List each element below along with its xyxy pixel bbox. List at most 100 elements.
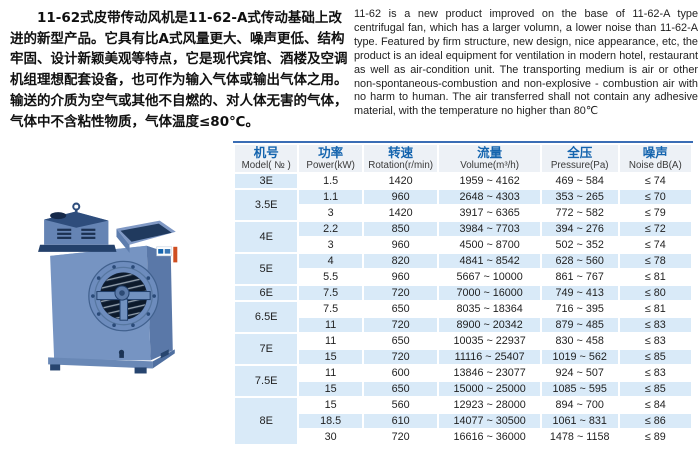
spec-cell: 4	[299, 254, 362, 268]
column-header-en: Power(kW)	[306, 159, 355, 171]
spec-cell: 830 ~ 458	[541, 334, 618, 348]
column-header-4: 全压 Pressure(Pa)	[541, 144, 618, 172]
spec-cell: 1478 ~ 1158	[541, 430, 618, 444]
spec-cell: 15000 ~ 25000	[439, 382, 540, 396]
spec-cell: ≤ 74	[619, 174, 691, 188]
spec-cell: 5.5	[299, 270, 362, 284]
spec-cell: 1420	[363, 206, 438, 220]
spec-cell: 4500 ~ 8700	[439, 238, 540, 252]
table-row: 3 960 4500 ~ 8700 502 ~ 352 ≤ 74	[235, 238, 691, 252]
spec-cell: 894 ~ 700	[541, 398, 618, 412]
table-row: 6.5E 7.5 650 8035 ~ 18364 716 ~ 395 ≤ 81	[235, 302, 691, 332]
inlet-bolts	[91, 265, 156, 328]
spec-cell: 10035 ~ 22937	[439, 334, 540, 348]
table-row: 7.5E 11 600 13846 ~ 23077 924 ~ 507 ≤ 83	[235, 366, 691, 396]
spec-cell: 3984 ~ 7703	[439, 222, 540, 236]
spec-cell: 16616 ~ 36000	[439, 430, 540, 444]
spec-table-body: 3E 1.5 1420 1959 ~ 4162 469 ~ 584 ≤ 74 3.5E 1.1…	[235, 174, 691, 444]
spec-cell: 502 ~ 352	[541, 238, 618, 252]
fan-outlet	[116, 220, 176, 253]
table-row: 18.5 610 14077 ~ 30500 1061 ~ 831 ≤ 86	[235, 414, 691, 428]
spec-cell: 2648 ~ 4303	[439, 190, 540, 204]
spec-cell: 3	[299, 238, 362, 252]
intro-paragraph-chinese: 11-62式皮带传动风机是11-62-A式传动基础上改 进的新型产品。它具有比A…	[10, 10, 348, 130]
spec-cell: 716 ~ 395	[541, 302, 618, 316]
model-cell: 5E	[235, 254, 298, 284]
spec-cell: 394 ~ 276	[541, 222, 618, 236]
spec-cell: ≤ 83	[619, 366, 691, 380]
spec-section: 机号 Model( № ) 功率 Power(kW) 转速 Rotation(r/min)…	[233, 141, 693, 446]
spec-cell: 7000 ~ 16000	[439, 286, 540, 300]
spec-cell: 15	[299, 382, 362, 396]
spec-cell: 650	[363, 302, 438, 316]
table-row: 15 720 11116 ~ 25407 1019 ~ 562 ≤ 85	[235, 350, 691, 364]
spec-cell: 7.5	[299, 286, 362, 300]
table-row: 6E 7.5 720 7000 ~ 16000 749 ~ 413 ≤ 80	[235, 286, 691, 300]
column-header-en: Rotation(r/min)	[368, 159, 434, 171]
spec-cell: 720	[363, 286, 438, 300]
fan-nameplate	[156, 246, 178, 263]
column-header-zh: 噪声	[642, 144, 668, 160]
spec-table-header: 机号 Model( № ) 功率 Power(kW) 转速 Rotation(r/min)…	[235, 145, 691, 172]
spec-cell: 924 ~ 507	[541, 366, 618, 380]
model-cell: 4E	[235, 222, 298, 252]
table-row: 3 1420 3917 ~ 6365 772 ~ 582 ≤ 79	[235, 206, 691, 220]
table-row: 4E 2.2 850 3984 ~ 7703 394 ~ 276 ≤ 72	[235, 222, 691, 252]
spec-cell: 772 ~ 582	[541, 206, 618, 220]
model-cell: 3E	[235, 174, 298, 188]
spec-cell: 1061 ~ 831	[541, 414, 618, 428]
spec-cell: ≤ 81	[619, 270, 691, 284]
table-row: 11 720 8900 ~ 20342 879 ~ 485 ≤ 83	[235, 318, 691, 332]
spec-cell: 5667 ~ 10000	[439, 270, 540, 284]
column-header-5: 噪声 Noise dB(A)	[619, 144, 691, 172]
column-header-1: 功率 Power(kW)	[299, 144, 362, 172]
spec-cell: 3	[299, 206, 362, 220]
column-header-zh: 功率	[318, 144, 344, 160]
column-header-en: Noise dB(A)	[628, 159, 682, 171]
spec-cell: 30	[299, 430, 362, 444]
spec-cell: 720	[363, 430, 438, 444]
spec-cell: 11	[299, 334, 362, 348]
column-header-zh: 转速	[388, 144, 414, 160]
table-row: 8E 15 560 12923 ~ 28000 894 ~ 700 ≤ 84	[235, 398, 691, 444]
spec-cell: ≤ 72	[619, 222, 691, 236]
spec-cell: 18.5	[299, 414, 362, 428]
column-header-en: Pressure(Pa)	[550, 159, 609, 171]
spec-cell: 13846 ~ 23077	[439, 366, 540, 380]
fan-inlet	[88, 260, 159, 332]
spec-cell: 469 ~ 584	[541, 174, 618, 188]
spec-table: 机号 Model( № ) 功率 Power(kW) 转速 Rotation(r/min)…	[233, 143, 693, 446]
spec-cell: ≤ 85	[619, 350, 691, 364]
spec-cell: 7.5	[299, 302, 362, 316]
motor-vent-slots	[57, 228, 96, 239]
column-header-zh: 流量	[477, 144, 503, 160]
fan-motor-housing	[38, 202, 117, 252]
spec-cell: 861 ~ 767	[541, 270, 618, 284]
spec-cell: 820	[363, 254, 438, 268]
spec-cell: 879 ~ 485	[541, 318, 618, 332]
spec-cell: 15	[299, 398, 362, 412]
spec-cell: ≤ 84	[619, 398, 691, 412]
model-cell: 3.5E	[235, 190, 298, 220]
spec-cell: 14077 ~ 30500	[439, 414, 540, 428]
table-row: 15 650 15000 ~ 25000 1085 ~ 595 ≤ 85	[235, 382, 691, 396]
model-cell: 7E	[235, 334, 298, 364]
spec-cell: 1.1	[299, 190, 362, 204]
spec-cell: 960	[363, 190, 438, 204]
spec-cell: 2.2	[299, 222, 362, 236]
spec-cell: ≤ 70	[619, 190, 691, 204]
spec-cell: 720	[363, 350, 438, 364]
spec-cell: ≤ 81	[619, 302, 691, 316]
spec-cell: ≤ 83	[619, 318, 691, 332]
spec-cell: ≤ 86	[619, 414, 691, 428]
spec-cell: 1019 ~ 562	[541, 350, 618, 364]
spec-cell: 11	[299, 318, 362, 332]
table-row: 5.5 960 5667 ~ 10000 861 ~ 767 ≤ 81	[235, 270, 691, 284]
spec-cell: 628 ~ 560	[541, 254, 618, 268]
column-header-zh: 全压	[567, 144, 593, 160]
spec-cell: 850	[363, 222, 438, 236]
inlet-strut-vertical	[119, 298, 129, 321]
spec-cell: ≤ 80	[619, 286, 691, 300]
model-cell: 6.5E	[235, 302, 298, 332]
spec-cell: 560	[363, 398, 438, 412]
